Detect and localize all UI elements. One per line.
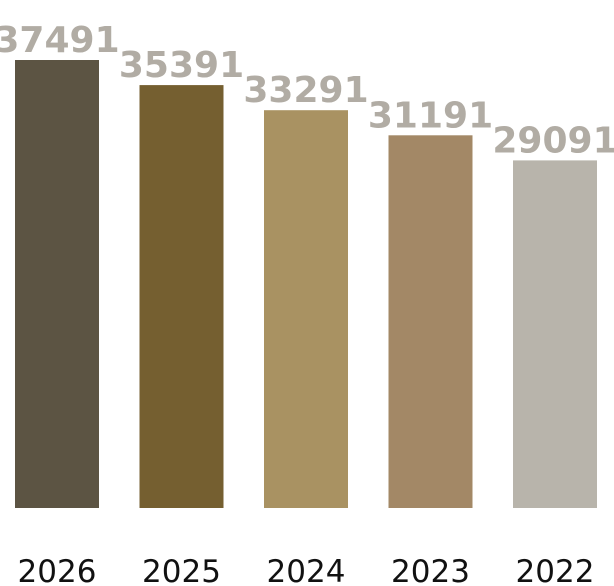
category-label-2026: 2026 <box>18 554 97 586</box>
category-label-2024: 2024 <box>267 554 346 586</box>
category-label-2023: 2023 <box>391 554 470 586</box>
bar-2022 <box>513 160 597 508</box>
value-label-2025: 35391 <box>119 45 244 86</box>
bar-2024 <box>264 110 348 508</box>
bar-2025 <box>139 85 224 508</box>
value-label-2022: 29091 <box>492 120 614 161</box>
category-labels-group: 2026 2025 2024 2023 2022 <box>18 554 595 586</box>
category-label-2022: 2022 <box>516 554 595 586</box>
category-label-2025: 2025 <box>142 554 221 586</box>
bar-2023 <box>388 135 473 509</box>
value-label-2024: 33291 <box>243 70 368 111</box>
value-label-2026: 37491 <box>0 20 120 61</box>
bar-2026 <box>15 60 99 508</box>
bars-group <box>15 60 597 509</box>
value-label-2023: 31191 <box>368 95 493 136</box>
